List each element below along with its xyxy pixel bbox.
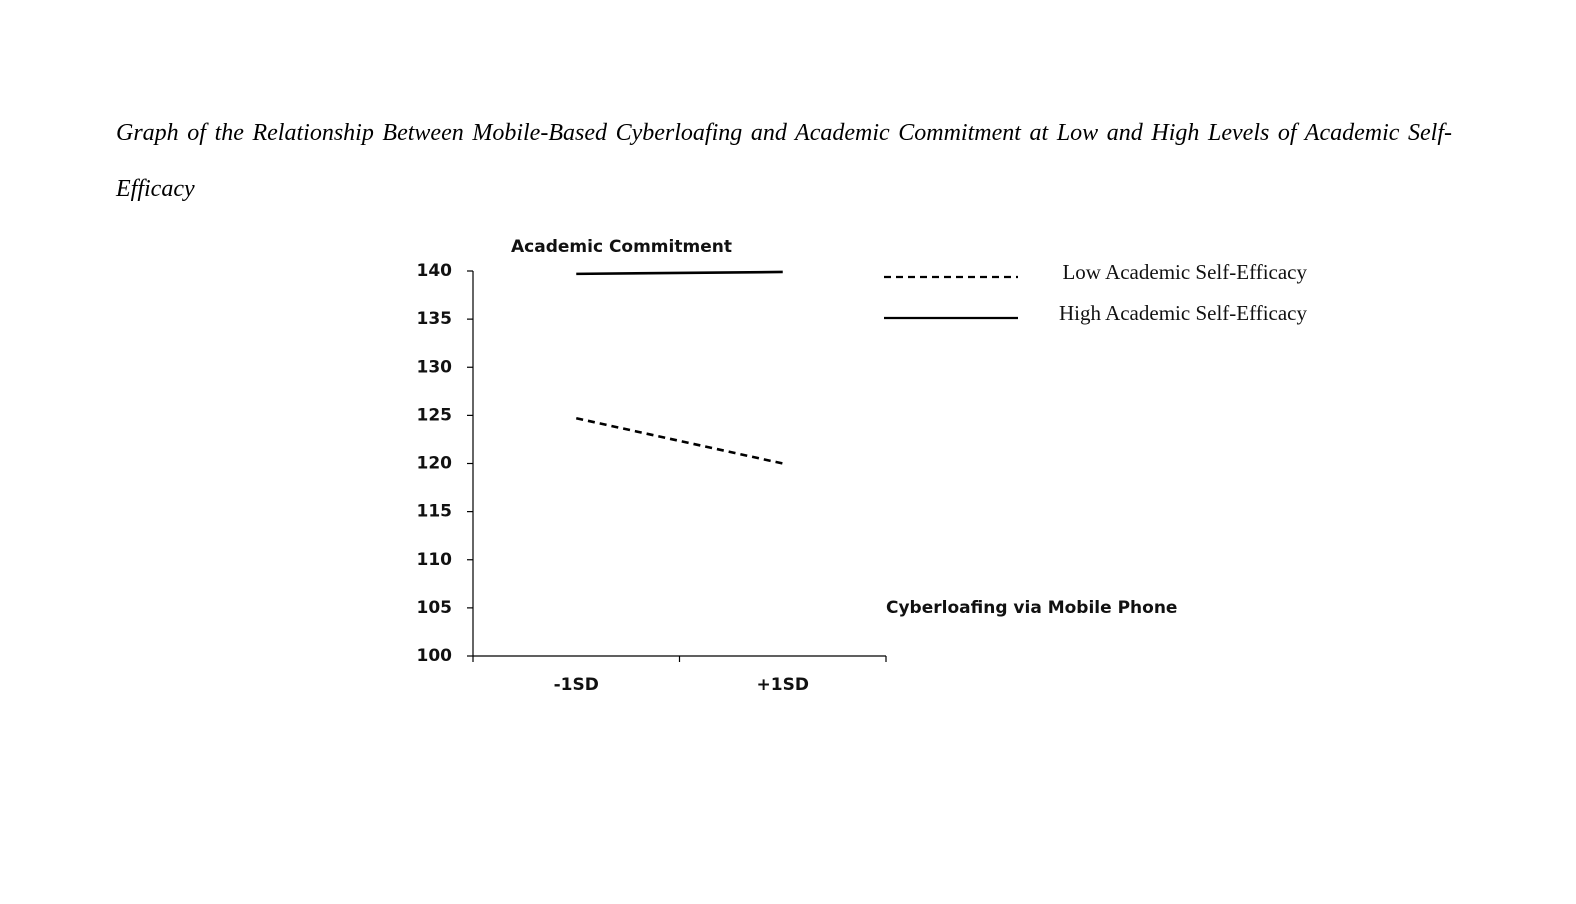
legend-label: Low Academic Self-Efficacy: [1062, 260, 1307, 284]
legend-label: High Academic Self-Efficacy: [1059, 301, 1308, 325]
y-tick-label: 105: [417, 598, 453, 618]
series-line: [575, 416, 784, 465]
y-tick-label: 115: [417, 502, 453, 522]
chart-title: Graph of the Relationship Between Mobile…: [116, 120, 1452, 202]
y-tick-label: 100: [417, 646, 453, 666]
y-tick-label: 140: [417, 261, 453, 281]
x-axis-label: Cyberloafing via Mobile Phone: [886, 598, 1177, 618]
x-tick-label: +1SD: [757, 675, 809, 695]
y-tick-label: 130: [417, 357, 453, 377]
series-line: [576, 270, 783, 276]
y-tick-label: 135: [417, 309, 453, 329]
y-tick-label: 110: [417, 550, 453, 570]
y-axis-label: Academic Commitment: [511, 237, 732, 257]
x-tick-label: -1SD: [554, 675, 599, 695]
y-tick-label: 120: [417, 454, 453, 474]
y-tick-label: 125: [417, 405, 453, 425]
